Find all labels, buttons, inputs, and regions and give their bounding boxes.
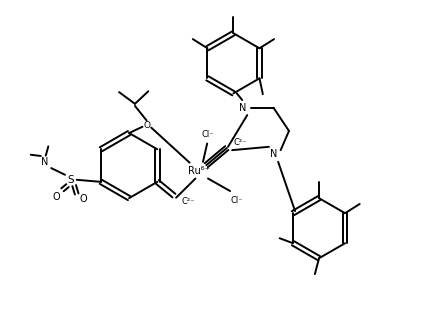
Text: C²⁻: C²⁻ bbox=[234, 138, 247, 147]
Text: N: N bbox=[270, 149, 277, 159]
Text: N: N bbox=[240, 103, 247, 113]
Text: Cl⁻: Cl⁻ bbox=[202, 130, 214, 139]
Text: O: O bbox=[80, 194, 87, 204]
Text: Ru⁶⁺: Ru⁶⁺ bbox=[188, 166, 210, 176]
Text: N: N bbox=[41, 157, 49, 167]
Text: C²⁻: C²⁻ bbox=[181, 198, 195, 206]
Text: S: S bbox=[67, 175, 74, 185]
Text: Cl⁻: Cl⁻ bbox=[230, 196, 242, 205]
Text: O: O bbox=[143, 121, 150, 130]
Text: O: O bbox=[52, 192, 60, 202]
